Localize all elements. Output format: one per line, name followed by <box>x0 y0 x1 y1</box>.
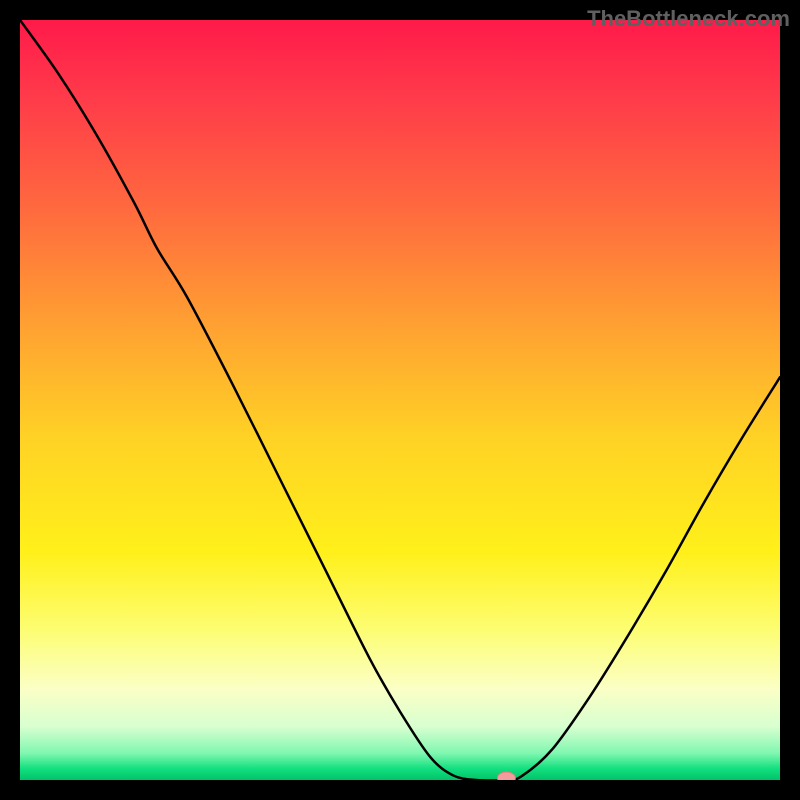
optimal-point-marker <box>497 772 515 780</box>
chart-container: TheBottleneck.com <box>0 0 800 800</box>
plot-area <box>20 20 780 780</box>
bottleneck-chart <box>20 20 780 780</box>
watermark-text: TheBottleneck.com <box>587 6 790 32</box>
gradient-background <box>20 20 780 780</box>
